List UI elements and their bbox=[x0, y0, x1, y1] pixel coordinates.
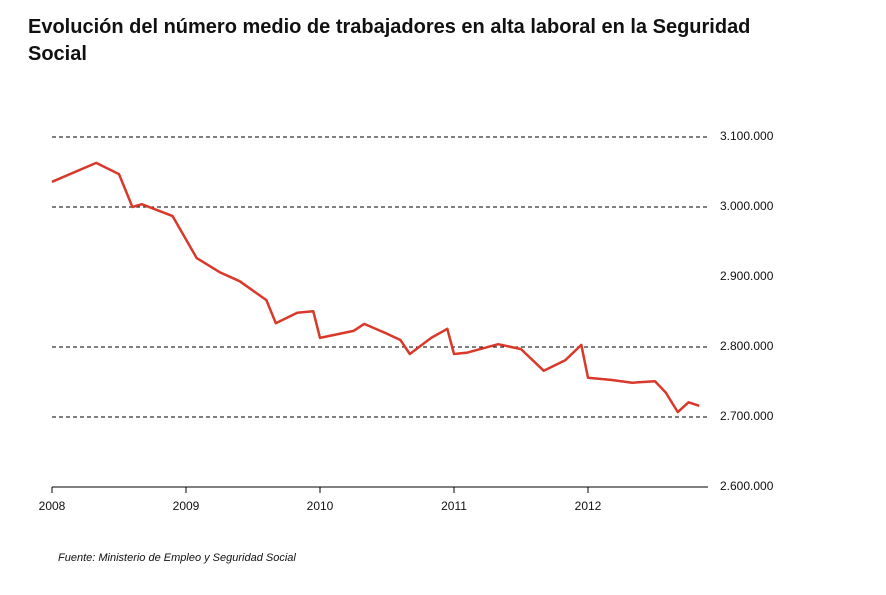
x-tick-label: 2008 bbox=[39, 499, 66, 513]
line bbox=[51, 161, 700, 414]
x-tick-label: 2011 bbox=[441, 499, 467, 513]
y-tick-label: 2.900.000 bbox=[720, 269, 774, 283]
y-tick-label: 2.600.000 bbox=[720, 479, 774, 493]
y-tick-label: 3.100.000 bbox=[720, 129, 774, 143]
x-tick-label: 2012 bbox=[575, 499, 602, 513]
y-tick-label: 3.000.000 bbox=[720, 199, 774, 213]
y-tick-label: 2.700.000 bbox=[720, 409, 774, 423]
source: Fuente: Ministerio de Empleo y Seguridad… bbox=[58, 552, 296, 564]
x-tick-label: 2009 bbox=[173, 499, 200, 513]
x-tick-label: 2010 bbox=[307, 499, 334, 513]
chart-title: Evolución del número medio de trabajador… bbox=[28, 16, 750, 65]
y-tick-label: 2.800.000 bbox=[720, 339, 774, 353]
